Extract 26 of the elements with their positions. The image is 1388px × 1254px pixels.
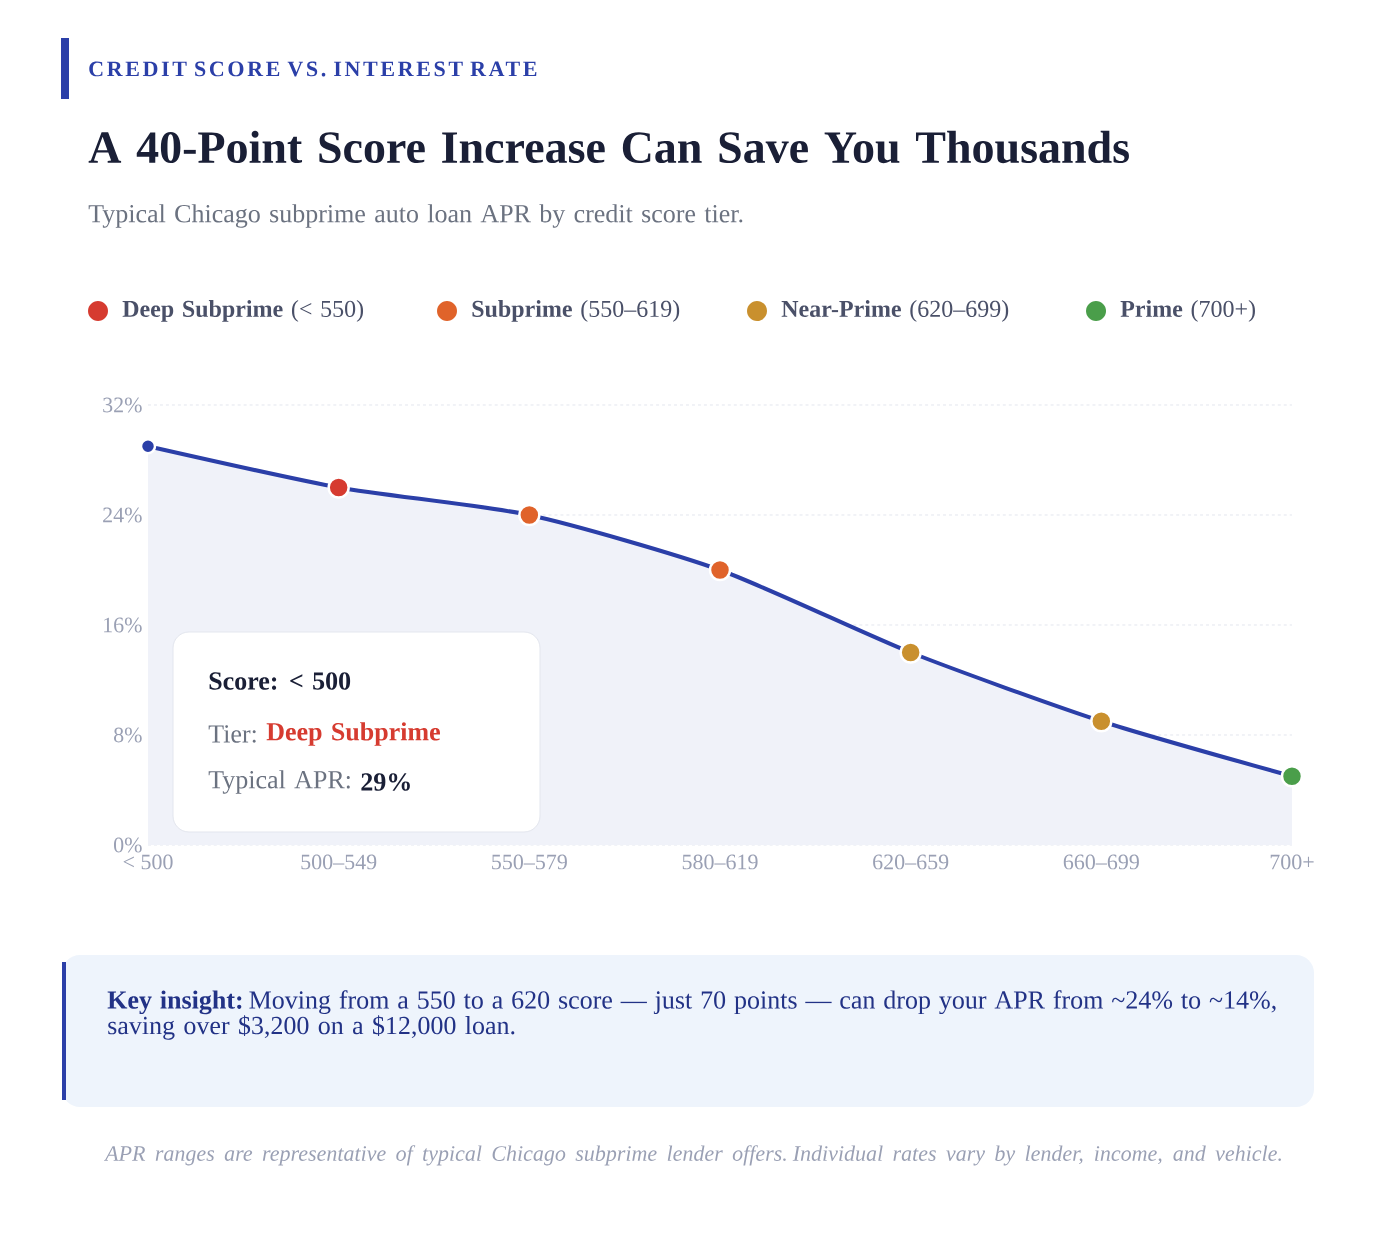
annotation: Tier:	[208, 725, 256, 743]
annotation: Deep Subprime	[266, 722, 440, 746]
annotation: Score: < 500	[209, 672, 351, 690]
text: CREDIT SCORE VS. INTEREST RATE	[89, 61, 537, 77]
x-tick-label: 620–659	[873, 854, 949, 870]
legend-label: Subprime (550–619)	[472, 300, 680, 322]
x-tick-label: 500–549	[301, 854, 377, 870]
y-tick-label: 16%	[104, 617, 142, 633]
chart-subtitle: Typical Chicago subprime auto loan APR by credit score tier.	[88, 204, 743, 228]
x-tick-label: 580–619	[682, 854, 758, 870]
annotation: 29%	[361, 773, 410, 791]
legend-label: Near-Prime (620–699)	[781, 300, 1009, 322]
annotation: Typical APR:	[208, 770, 350, 794]
y-tick-label: 0%	[114, 837, 142, 853]
legend-label: Deep Subprime (< 550)	[122, 300, 364, 322]
y-tick-label: 32%	[103, 397, 142, 413]
x-tick-label: 550–579	[492, 854, 567, 870]
x-tick-label: 660–699	[1063, 854, 1139, 870]
y-tick-label: 8%	[114, 727, 142, 743]
text: APR ranges are representative of typical Chicago subprime lender offers. Individual rates vary by lender, income, and vehicle.	[103, 1145, 1281, 1166]
text: Key insight: Moving from a 550 to a 620 score — just 70 points — can drop your APR from ~24% to ~14%, saving over $3,200 on a $12,000 loan.	[107, 990, 1276, 1040]
chart-title: A 40-Point Score Increase Can Save You Thousands	[88, 130, 1129, 164]
y-tick-label: 24%	[103, 507, 142, 523]
legend-label: Prime (700+)	[1120, 300, 1255, 322]
x-tick-label: 700+	[1270, 854, 1314, 870]
x-tick-label: < 500	[123, 854, 173, 870]
